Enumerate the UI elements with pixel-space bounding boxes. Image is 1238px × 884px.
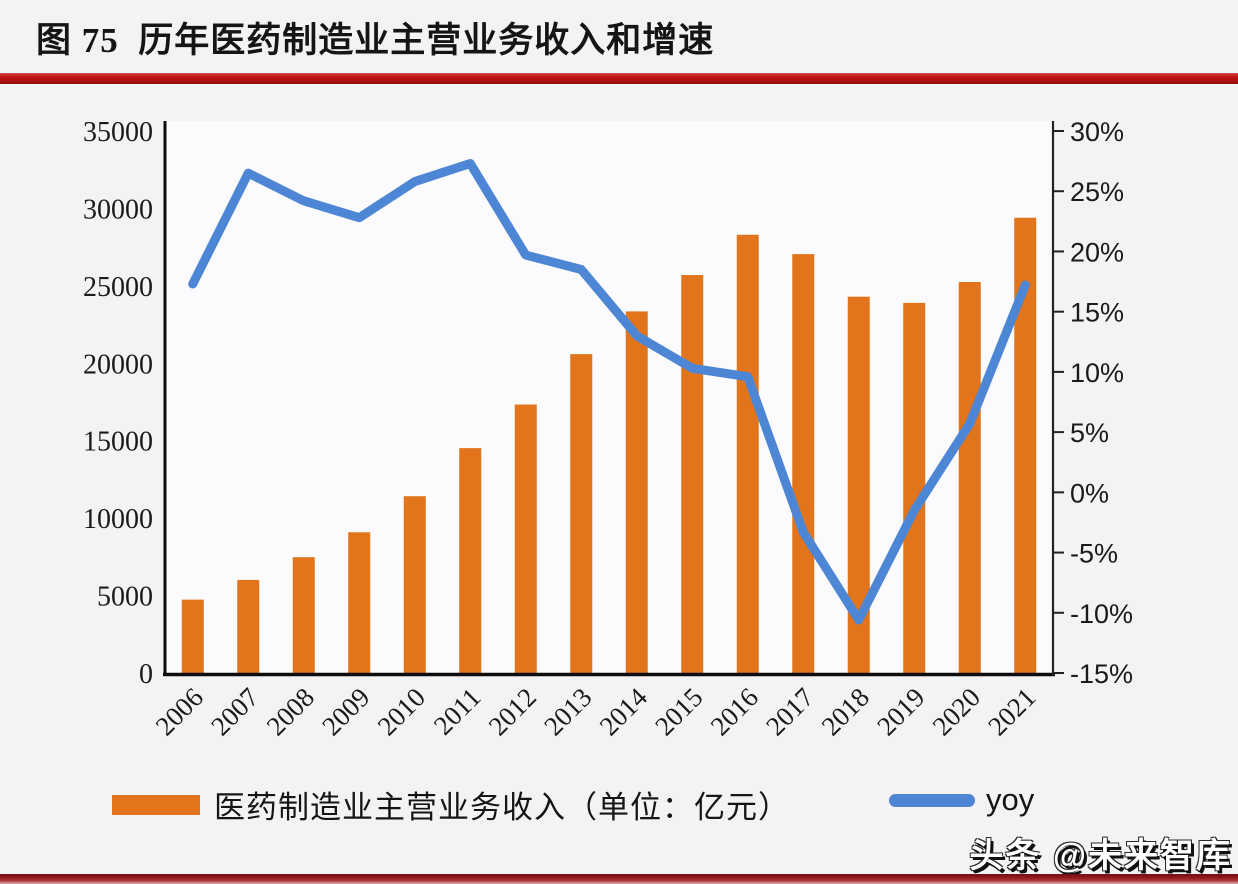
- bar-2009: [348, 532, 371, 673]
- bar-2008: [292, 557, 315, 673]
- x-axis-tick-label: 2014: [594, 682, 654, 742]
- bottom-divider-rule: [0, 874, 1238, 884]
- right-axis-tick-label: -5%: [1070, 539, 1118, 569]
- x-axis-tick-label: 2020: [927, 682, 986, 741]
- legend-line-swatch: [889, 793, 975, 807]
- bar-2018: [847, 296, 870, 673]
- x-axis-tick-label: 2007: [205, 682, 264, 741]
- bar-2013: [570, 354, 593, 673]
- x-axis-tick-label: 2013: [538, 682, 597, 741]
- right-axis-tick-label: -10%: [1070, 599, 1133, 629]
- x-axis-tick-label: 2006: [150, 682, 209, 741]
- right-axis-tick-label: -15%: [1070, 659, 1133, 689]
- left-axis-tick-label: 20000: [83, 349, 153, 380]
- x-axis-tick-label: 2018: [816, 682, 875, 741]
- right-axis-tick-label: 5%: [1070, 418, 1109, 448]
- bar-2014: [625, 311, 648, 673]
- left-axis-tick-label: 15000: [83, 427, 153, 458]
- x-axis-tick-label: 2017: [760, 682, 819, 741]
- right-axis-tick-label: 25%: [1070, 177, 1124, 207]
- bar-2012: [514, 404, 537, 673]
- left-axis-tick-label: 10000: [83, 504, 153, 535]
- x-axis-tick-label: 2011: [428, 682, 487, 741]
- x-axis-tick-label: 2016: [705, 682, 764, 741]
- legend-label-revenue: 医药制造业主营业务收入（单位：亿元）: [214, 790, 790, 825]
- watermark: 头条 @未来智库: [969, 837, 1232, 875]
- x-axis-tick-label: 2008: [261, 682, 320, 741]
- bar-2016: [736, 234, 759, 674]
- bar-2020: [958, 281, 981, 673]
- x-axis-tick-label: 2012: [483, 682, 542, 741]
- right-axis-tick-label: 20%: [1070, 237, 1124, 267]
- bar-2011: [459, 448, 482, 673]
- x-axis-tick-label: 2010: [372, 682, 431, 741]
- title-divider-rule: [0, 73, 1238, 84]
- bar-2007: [237, 579, 260, 673]
- bar-2010: [403, 496, 426, 673]
- x-axis-tick-label: 2019: [871, 682, 930, 741]
- right-axis-tick-label: 0%: [1070, 478, 1109, 508]
- legend-item-revenue: 医药制造业主营业务收入（单位：亿元）: [112, 782, 790, 827]
- legend-item-yoy: yoy: [889, 782, 1034, 818]
- left-axis-tick-label: 30000: [83, 194, 153, 225]
- left-axis-tick-label: 25000: [83, 272, 153, 303]
- bar-2021: [1014, 217, 1037, 673]
- bar-2017: [792, 254, 815, 673]
- left-axis-tick-label: 5000: [97, 582, 153, 613]
- right-axis-tick-label: 15%: [1070, 298, 1124, 328]
- left-axis-tick-label: 35000: [83, 117, 153, 148]
- right-axis-tick-label: 30%: [1070, 117, 1124, 147]
- x-axis-tick-label: 2021: [982, 682, 1041, 741]
- right-axis-tick-label: 10%: [1070, 358, 1124, 388]
- left-axis-tick-label: 0: [139, 659, 153, 690]
- bar-2006: [181, 599, 204, 673]
- legend-bar-swatch: [112, 794, 200, 815]
- figure-title: 图 75 历年医药制造业主营业务收入和增速: [36, 21, 715, 60]
- x-axis-tick-label: 2015: [649, 682, 708, 741]
- bar-2019: [903, 302, 926, 673]
- bar-2015: [681, 275, 704, 673]
- yoy-line: [188, 159, 1030, 625]
- x-axis-tick-label: 2009: [316, 682, 375, 741]
- legend-label-yoy: yoy: [986, 782, 1035, 817]
